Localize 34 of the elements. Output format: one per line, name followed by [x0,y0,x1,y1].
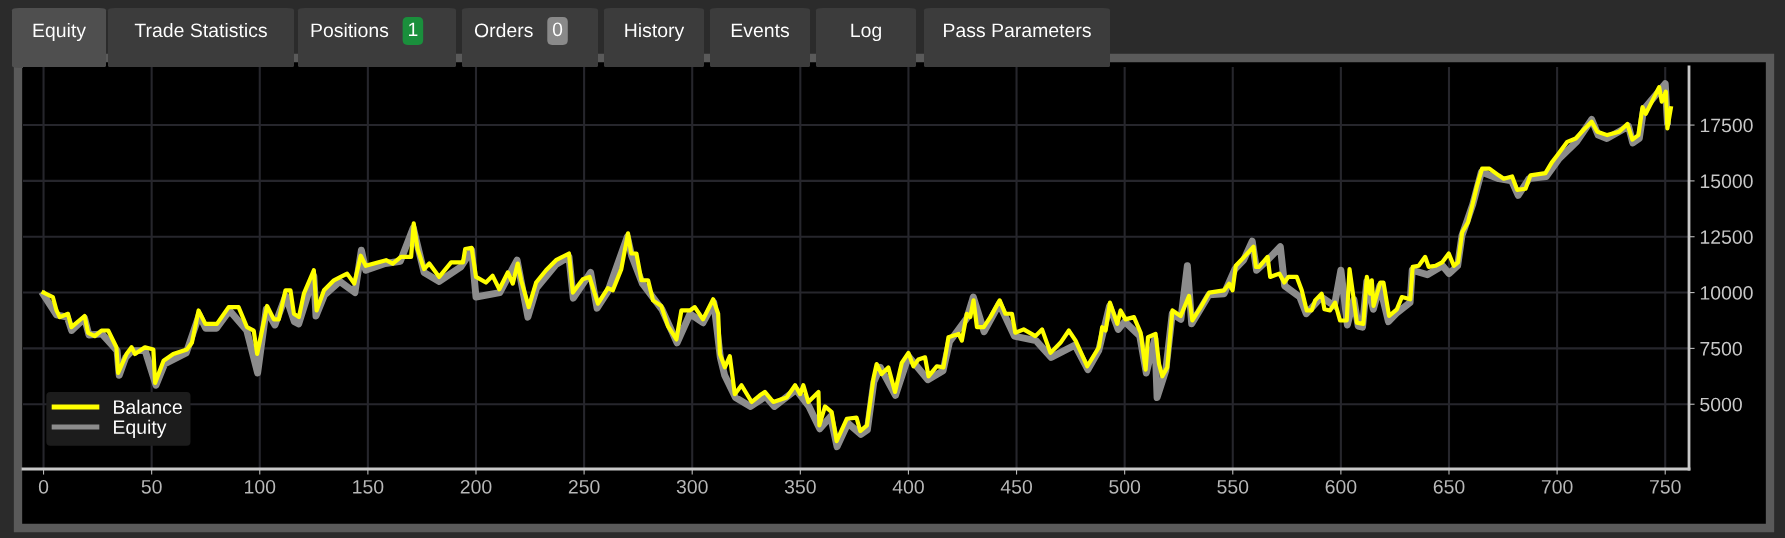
text: Orders [474,22,533,38]
text: 0 [552,22,563,37]
x-tick-label: 250 [568,479,600,494]
text: 1 [408,22,418,37]
x-tick-label: 400 [892,479,924,494]
x-tick-label: 500 [1109,479,1141,494]
x-tick-label: 350 [784,479,816,494]
y-tick-label: 5000 [1700,397,1742,412]
text: Equity [33,22,86,42]
text: Pass Parameters [944,23,1091,38]
x-tick-label: 450 [1000,479,1033,494]
text: Log [851,23,881,42]
x-tick-label: 650 [1433,479,1465,494]
x-tick-label: 300 [676,479,708,494]
x-tick-label: 750 [1649,479,1681,494]
y-tick-label: 7500 [1700,341,1742,356]
text: Trade Statistics [134,22,267,38]
legend-label: Equity [114,419,167,438]
x-tick-label: 150 [353,479,384,494]
x-tick-label: 200 [460,479,492,494]
text: Positions [311,22,389,38]
y-tick-label: 15000 [1700,174,1753,189]
x-tick-label: 550 [1217,479,1249,494]
y-tick-label: 10000 [1700,286,1753,300]
x-tick-label: 600 [1325,479,1357,494]
x-tick-label: 0 [38,479,49,494]
legend-label: Balance [114,399,182,414]
text: History [625,22,685,42]
y-tick-label: 17500 [1700,118,1753,133]
y-tick-label: 12500 [1700,230,1753,244]
x-tick-label: 100 [245,479,276,494]
text: Events [731,23,790,38]
x-tick-label: 50 [141,479,162,494]
x-tick-label: 700 [1541,479,1573,494]
